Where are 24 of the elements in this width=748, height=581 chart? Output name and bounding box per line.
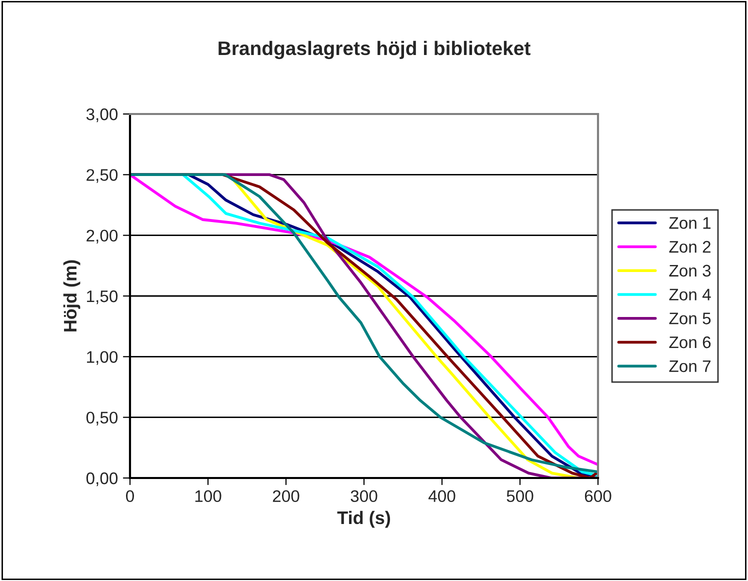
x-tick-label: 400 <box>428 490 456 502</box>
legend-label: Zon 4 <box>669 288 711 300</box>
chart-title: Brandgaslagrets höjd i biblioteket <box>218 40 530 60</box>
x-tick-label: 200 <box>272 490 300 502</box>
legend-label: Zon 1 <box>669 217 711 229</box>
y-tick-label: 2,50 <box>86 169 118 183</box>
y-tick-label: 1,00 <box>87 351 118 365</box>
legend-label: Zon 2 <box>669 240 710 253</box>
x-tick-label: 300 <box>350 490 378 502</box>
y-tick-label: 3,00 <box>86 108 118 122</box>
x-tick-label: 600 <box>584 490 612 502</box>
legend-label: Zon 5 <box>669 312 711 324</box>
y-tick-label: 2,00 <box>86 230 118 244</box>
x-axis-title: Tid (s) <box>337 510 390 528</box>
y-tick-label: 0,00 <box>86 472 118 486</box>
y-tick-label: 1,50 <box>87 290 118 304</box>
y-axis-title: Höjd (m) <box>63 260 80 332</box>
legend-label: Zon 7 <box>669 360 710 372</box>
x-tick-label: 0 <box>126 490 134 502</box>
legend-label: Zon 6 <box>669 336 711 348</box>
x-tick-label: 500 <box>506 490 534 502</box>
y-tick-label: 0,50 <box>86 412 118 426</box>
x-tick-label: 100 <box>195 490 222 502</box>
legend-label: Zon 3 <box>669 264 711 277</box>
